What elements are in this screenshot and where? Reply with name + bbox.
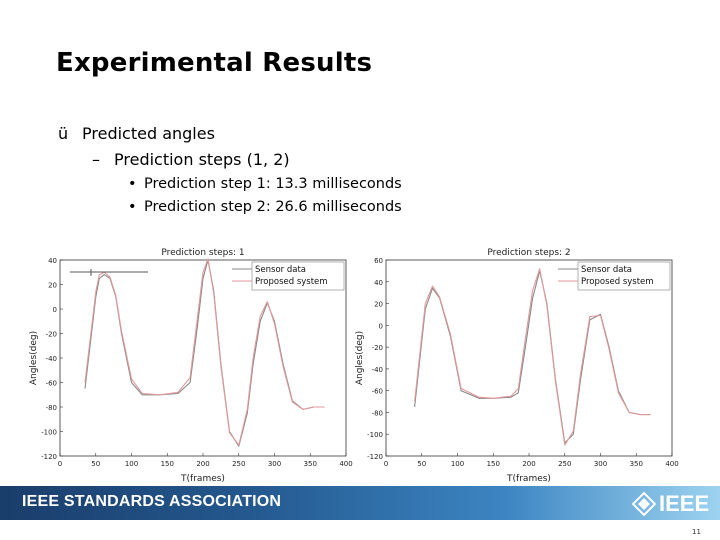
x-tick-label: 200 <box>522 460 535 468</box>
legend-label-sensor: Sensor data <box>255 265 306 275</box>
bullet-dot: • <box>128 199 137 215</box>
legend-box <box>251 261 345 291</box>
legend: Sensor data Proposed system <box>558 261 671 291</box>
legend-box <box>577 261 671 291</box>
y-tick-label: -100 <box>41 429 57 437</box>
x-tick-label: 300 <box>594 460 607 468</box>
y-tick-label: -100 <box>367 431 383 439</box>
ieee-logo-text: IEEE <box>659 491 710 516</box>
x-tick-label: 0 <box>384 460 388 468</box>
y-tick-label: -20 <box>372 344 383 352</box>
bullet-predicted-angles: ü Predicted angles <box>58 124 215 143</box>
footer-bar: IEEE STANDARDS ASSOCIATION IEEE <box>0 486 720 520</box>
y-tick-label: 20 <box>374 301 383 309</box>
bullet-text: Prediction steps (1, 2) <box>114 150 290 169</box>
plot-frame <box>59 259 347 457</box>
bullet-prediction-steps: – Prediction steps (1, 2) <box>92 150 290 169</box>
x-axis-label: T(frames) <box>506 474 551 484</box>
y-tick-label: -60 <box>372 388 383 396</box>
legend-label-proposed: Proposed system <box>581 277 654 287</box>
legend: Sensor data Proposed system <box>232 261 345 291</box>
x-tick-label: 50 <box>417 460 426 468</box>
y-tick-label: 0 <box>53 306 57 314</box>
legend-label-proposed: Proposed system <box>255 277 328 287</box>
bullet-step-1: • Prediction step 1: 13.3 milliseconds <box>128 176 402 192</box>
chart-prediction-step-2: Prediction steps: 2 60 40 20 0 -20 -40 -60 -80-… <box>352 240 688 490</box>
y-axis-label: Angles(deg) <box>29 331 39 385</box>
legend-label-sensor: Sensor data <box>581 265 632 275</box>
series-line-proposed-system <box>414 268 651 446</box>
x-tick-label: 200 <box>196 460 209 468</box>
chart-prediction-step-1: Prediction steps: 1 40 20 0 -20 -40 -60 -80 -10… <box>26 240 362 490</box>
y-tick-label: 40 <box>374 279 383 287</box>
y-tick-label: -120 <box>367 453 383 461</box>
page-number: 11 <box>692 528 701 536</box>
series-line-proposed-system <box>84 258 325 446</box>
x-tick-label: 400 <box>665 460 678 468</box>
x-tick-label: 300 <box>268 460 281 468</box>
ieee-logo: IEEE <box>632 491 709 517</box>
slide-title: Experimental Results <box>56 48 373 78</box>
x-axis-label: T(frames) <box>180 474 225 484</box>
y-tick-label: 20 <box>48 282 57 290</box>
x-tick-label: 350 <box>304 460 317 468</box>
y-tick-label: -40 <box>372 366 383 374</box>
dash-marker: – <box>92 150 100 169</box>
bullet-dot: • <box>128 176 137 192</box>
bullet-text: Predicted angles <box>82 124 215 143</box>
bullet-step-2: • Prediction step 2: 26.6 milliseconds <box>128 199 402 215</box>
y-tick-label: -120 <box>41 453 57 461</box>
x-tick-label: 350 <box>630 460 643 468</box>
y-tick-label: 40 <box>48 257 57 265</box>
chart-title: Prediction steps: 1 <box>161 248 244 258</box>
x-tick-label: 50 <box>91 460 100 468</box>
chart-title: Prediction steps: 2 <box>487 248 570 258</box>
y-tick-label: -80 <box>46 404 57 412</box>
footer-brand: IEEE STANDARDS ASSOCIATION <box>22 493 282 510</box>
y-tick-label: 60 <box>374 257 383 265</box>
x-tick-label: 400 <box>339 460 352 468</box>
plot-frame <box>385 259 673 457</box>
x-tick-label: 100 <box>451 460 464 468</box>
y-tick-label: -60 <box>46 380 57 388</box>
x-tick-label: 0 <box>58 460 62 468</box>
bullet-text: Prediction step 1: 13.3 milliseconds <box>144 176 402 192</box>
x-tick-label: 250 <box>558 460 571 468</box>
y-axis-label: Angles(deg) <box>355 331 365 385</box>
checkmark-icon: ü <box>58 124 69 143</box>
x-tick-label: 250 <box>232 460 245 468</box>
x-tick-label: 100 <box>125 460 138 468</box>
x-tick-label: 150 <box>487 460 500 468</box>
y-tick-label: -40 <box>46 355 57 363</box>
ieee-diamond-icon <box>632 492 656 516</box>
y-tick-label: -80 <box>372 409 383 417</box>
bullet-text: Prediction step 2: 26.6 milliseconds <box>144 199 402 215</box>
x-tick-label: 150 <box>161 460 174 468</box>
y-tick-label: -20 <box>46 331 57 339</box>
y-tick-label: 0 <box>379 322 383 330</box>
